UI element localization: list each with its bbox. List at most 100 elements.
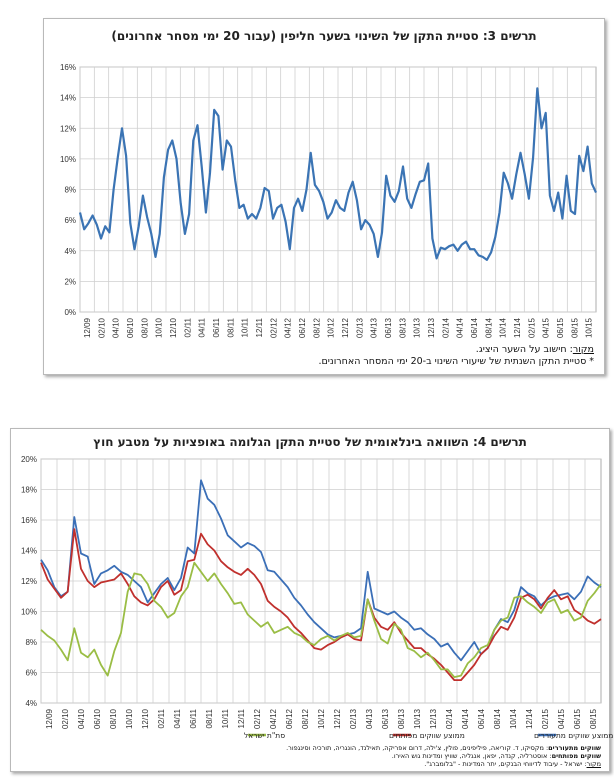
x-tick-label: 08/11	[205, 708, 214, 728]
emerging-markets-note: שווקים מתעוררים: מקסיקו, ד. קוריאה, פילי…	[286, 744, 601, 752]
x-tick-label: 02/11	[157, 708, 166, 728]
y-tick-label: 10%	[60, 155, 76, 164]
x-tick-label: 12/13	[427, 317, 436, 338]
x-tick-label: 02/10	[61, 708, 70, 729]
x-tick-label: 12/11	[237, 708, 246, 728]
x-tick-label: 08/15	[589, 708, 598, 729]
x-tick-label: 02/13	[355, 317, 364, 338]
x-tick-label: 10/15	[585, 317, 594, 338]
x-tick-label: 08/10	[140, 317, 149, 338]
x-tick-label: 10/14	[499, 317, 508, 338]
x-tick-label: 12/13	[429, 708, 438, 729]
x-tick-label: 12/09	[83, 317, 92, 338]
y-tick-label: 14%	[60, 94, 76, 103]
x-tick-label: 02/15	[541, 708, 550, 729]
x-tick-label: 12/10	[141, 708, 150, 729]
y-tick-label: 0%	[64, 308, 76, 317]
x-tick-label: 04/15	[557, 708, 566, 729]
x-tick-label: 12/12	[333, 708, 342, 729]
x-tick-label: 12/14	[513, 317, 522, 338]
y-tick-label: 4%	[25, 699, 37, 708]
source-label: מקור	[586, 760, 601, 768]
chart-title: תרשים 4: השוואה בינלאומית של סטיית התקן …	[93, 435, 527, 449]
y-tick-label: 20%	[21, 455, 37, 464]
x-tick-label: 06/12	[285, 708, 294, 729]
x-tick-label: 06/13	[384, 317, 393, 338]
x-tick-label: 10/10	[155, 317, 164, 338]
y-tick-label: 14%	[21, 547, 37, 556]
x-tick-label: 02/14	[445, 708, 454, 729]
x-tick-label: 02/10	[97, 317, 106, 338]
x-tick-label: 08/14	[493, 708, 502, 729]
x-tick-label: 08/14	[484, 317, 493, 338]
x-tick-label: 08/13	[398, 317, 407, 338]
x-tick-label: 10/14	[509, 708, 518, 729]
x-tick-label: 12/10	[169, 317, 178, 338]
y-tick-label: 16%	[60, 63, 76, 72]
x-tick-label: 06/14	[477, 708, 486, 729]
x-tick-label: 02/13	[349, 708, 358, 729]
x-tick-label: 06/11	[189, 708, 198, 728]
developed-text: : אוסטרליה, קנדה, יפאן, אנגליה, שוויץ ומ…	[391, 752, 552, 760]
chart-title: תרשים 3: סטיית התקן של השינוי בשער חליפי…	[111, 29, 537, 43]
x-tick-label: 04/10	[77, 708, 86, 729]
x-tick-label: 02/14	[441, 317, 450, 338]
x-tick-label: 02/11	[183, 317, 192, 337]
x-tick-label: 06/10	[126, 317, 135, 338]
series-line-2	[40, 528, 602, 682]
x-tick-label: 04/11	[198, 317, 207, 337]
chart-notes: שווקים מתעוררים: מקסיקו, ד. קוריאה, פילי…	[286, 744, 601, 768]
x-tick-label: 06/14	[470, 317, 479, 338]
source-label: מקור	[572, 344, 594, 355]
source-text: : ישראל - עיבוד לדיווחי הבנקים, יתר המדי…	[424, 760, 587, 768]
series-line-1	[78, 87, 598, 261]
y-tick-label: 6%	[25, 669, 37, 678]
x-tick-label: 04/15	[542, 317, 551, 338]
x-tick-label: 04/14	[461, 708, 470, 729]
x-tick-label: 02/12	[253, 708, 262, 729]
x-tick-label: 06/15	[573, 708, 582, 729]
x-tick-label: 04/14	[456, 317, 465, 338]
x-tick-label: 06/10	[93, 708, 102, 729]
x-tick-label: 06/13	[381, 708, 390, 729]
chart-implied-volatility: 4% 6% 8% 10% 12% 14% 16% 18% 20% 12/09 02/10 04/10 0…	[21, 455, 613, 740]
emerging-label: שווקים מתעוררים	[548, 744, 601, 752]
x-tick-label: 10/11	[221, 708, 230, 728]
x-tick-label: 04/12	[269, 708, 278, 729]
y-tick-label: 6%	[64, 216, 76, 225]
x-tick-label: 08/15	[570, 317, 579, 338]
x-tick-label: 08/11	[226, 317, 235, 337]
footnote: * סטיית התקן השנתית של שיעורי השינוי ב-2…	[318, 356, 594, 367]
x-tick-label: 08/12	[312, 317, 321, 338]
x-tick-label: 04/10	[112, 317, 121, 338]
x-tick-label: 12/14	[525, 708, 534, 729]
chart-panel-international-comparison: תרשים 4: השוואה בינלאומית של סטיית התקן …	[10, 428, 613, 772]
x-tick-label: 04/12	[284, 317, 293, 338]
y-tick-label: 12%	[60, 124, 76, 133]
developed-markets-note: שווקים מפותחים: אוסטרליה, קנדה, יפאן, אנ…	[286, 752, 601, 760]
y-tick-label: 4%	[64, 247, 76, 256]
x-tick-label: 10/11	[241, 317, 250, 337]
y-tick-label: 10%	[21, 608, 37, 617]
x-tick-label: 12/09	[45, 708, 54, 729]
x-tick-label: 06/12	[298, 317, 307, 338]
x-tick-label: 10/13	[413, 317, 422, 338]
source-text: : חישוב על השער היציג.	[475, 344, 573, 355]
y-tick-label: 16%	[21, 516, 37, 525]
series-line-3	[40, 561, 602, 679]
x-tick-label: 02/12	[269, 317, 278, 338]
x-tick-label: 02/15	[527, 317, 536, 338]
developed-label: שווקים מפותחים	[551, 752, 601, 760]
x-tick-label: 08/12	[301, 708, 310, 729]
y-tick-label: 2%	[64, 277, 76, 286]
legend-label-1: ממוצע שווקים מתעוררים	[534, 731, 613, 740]
y-tick-label: 8%	[64, 186, 76, 195]
emerging-text: : מקסיקו, ד. קוריאה, פיליפינים, פולין, צ…	[286, 744, 549, 752]
x-tick-label: 08/10	[109, 708, 118, 729]
y-tick-label: 18%	[21, 486, 37, 495]
x-tick-label: 04/13	[370, 317, 379, 338]
x-tick-label: 10/10	[125, 708, 134, 729]
x-tick-label: 04/11	[173, 708, 182, 728]
chart-exchange-rate-std: 0% 2% 4% 6% 8% 10% 12% 14% 16% 12/09 02/10 04/10 06/…	[60, 63, 598, 338]
legend-label-3: סת"ת ישראל	[244, 731, 285, 740]
